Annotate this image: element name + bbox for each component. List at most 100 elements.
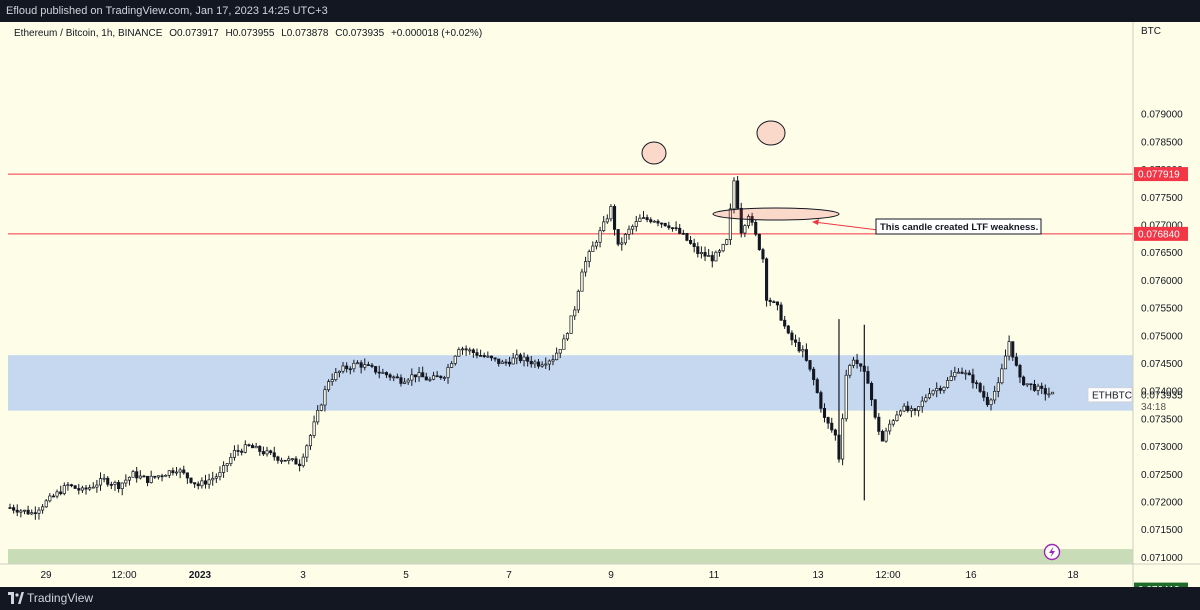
candle-body	[431, 375, 436, 380]
candle-body	[254, 445, 258, 449]
candle-body	[247, 444, 251, 447]
candle-body	[851, 359, 856, 366]
candle-body	[366, 364, 370, 366]
green-zone	[8, 549, 1133, 564]
x-tick-label: 12:00	[875, 570, 900, 581]
candle-body	[1018, 365, 1022, 378]
candle-body	[942, 386, 946, 391]
candle-body	[815, 379, 819, 393]
candle-body	[428, 378, 432, 381]
high-circle	[641, 141, 667, 165]
zones-layer	[8, 355, 1133, 564]
candle-body	[870, 382, 874, 401]
y-tick-label: 0.071000	[1141, 553, 1183, 564]
candle-body	[424, 376, 428, 381]
candle-body	[580, 271, 584, 292]
candle-body	[544, 363, 548, 366]
symbol-tag	[1087, 387, 1133, 403]
candle-body	[1003, 355, 1008, 370]
candle-body	[1040, 385, 1044, 389]
candle-body	[475, 352, 479, 356]
candle-body	[620, 242, 624, 245]
candle-body	[996, 382, 1000, 392]
y-tick-label: 0.073000	[1141, 442, 1183, 453]
candle-body	[866, 371, 870, 384]
candle-body	[305, 445, 309, 458]
candle-body	[717, 250, 722, 253]
candle-body	[294, 458, 298, 465]
candle-body	[399, 377, 403, 384]
symbol-tag-label: ETHBTC	[1092, 390, 1132, 401]
candle-body	[330, 379, 334, 382]
candle-body	[591, 245, 595, 252]
candle-body	[156, 475, 160, 478]
candle-body	[272, 452, 276, 458]
candle-body	[446, 367, 450, 378]
candle-body	[699, 252, 703, 255]
candle-body	[728, 208, 732, 240]
candle-body	[605, 218, 609, 223]
candle-body	[73, 485, 77, 489]
chart-frame	[0, 22, 1200, 587]
candle-body	[41, 506, 45, 511]
candle-body	[732, 180, 736, 210]
candle-body	[189, 477, 193, 483]
candle-body	[714, 251, 718, 262]
flash-icon-bolt	[1049, 546, 1055, 558]
candle-body	[515, 354, 519, 359]
candle-body	[902, 405, 906, 412]
candle-body	[185, 472, 189, 479]
candle-body	[652, 220, 656, 223]
candle-body	[880, 431, 884, 442]
candle-body	[573, 309, 577, 317]
level-price-label: 0.077919	[1138, 170, 1180, 181]
candle-body	[739, 207, 743, 234]
candle-body	[1014, 356, 1018, 366]
callout-arrow-line	[813, 221, 879, 231]
candle-body	[261, 451, 265, 455]
candle-body	[710, 255, 714, 262]
candle-body	[1025, 383, 1029, 386]
candle-body	[377, 371, 381, 374]
candle-body	[167, 470, 171, 476]
candle-body	[855, 359, 859, 365]
candle-body	[95, 484, 99, 488]
candle-body	[106, 477, 110, 485]
candle-body	[949, 376, 953, 381]
candle-body	[1043, 388, 1047, 395]
candle-body	[736, 180, 740, 209]
candle-body	[555, 352, 559, 361]
x-tick-label: 18	[1067, 570, 1079, 581]
candle-body	[258, 445, 262, 452]
candle-body	[374, 366, 378, 373]
candle-body	[873, 399, 877, 418]
y-tick-label: 0.074500	[1141, 359, 1183, 370]
candle-body	[77, 488, 81, 491]
candle-body	[660, 222, 664, 225]
candle-body	[978, 383, 982, 392]
y-tick-label: 0.077500	[1141, 193, 1183, 204]
candle-body	[243, 444, 247, 453]
candle-body	[109, 484, 113, 486]
candle-body	[533, 361, 537, 365]
axes-layer: BTC 0.071000 0.071500 0.072000 0.072500 0.073…	[0, 22, 1200, 587]
candle-body	[138, 475, 142, 479]
candle-body	[526, 356, 530, 362]
symbol-legend: Ethereum / Bitcoin, 1h, BINANCE O0.07391…	[14, 28, 486, 39]
candle-body	[218, 472, 222, 478]
price-chart[interactable]: This candle created LTF weakness. BTC 0.0…	[0, 22, 1200, 587]
candle-body	[298, 463, 302, 467]
y-tick-label: 0.074000	[1141, 387, 1183, 398]
candle-body	[562, 338, 566, 350]
candle-body	[196, 483, 200, 487]
candle-body	[931, 390, 935, 395]
weakness-ellipse	[712, 207, 840, 221]
callout-text: This candle created LTF weakness.	[880, 222, 1038, 233]
flash-icon[interactable]	[1043, 543, 1061, 561]
candle-body	[598, 230, 602, 243]
candle-body	[804, 349, 808, 361]
candle-body	[276, 456, 280, 461]
candle-body	[964, 372, 968, 375]
candle-body	[797, 342, 801, 352]
high-circle	[756, 120, 786, 146]
